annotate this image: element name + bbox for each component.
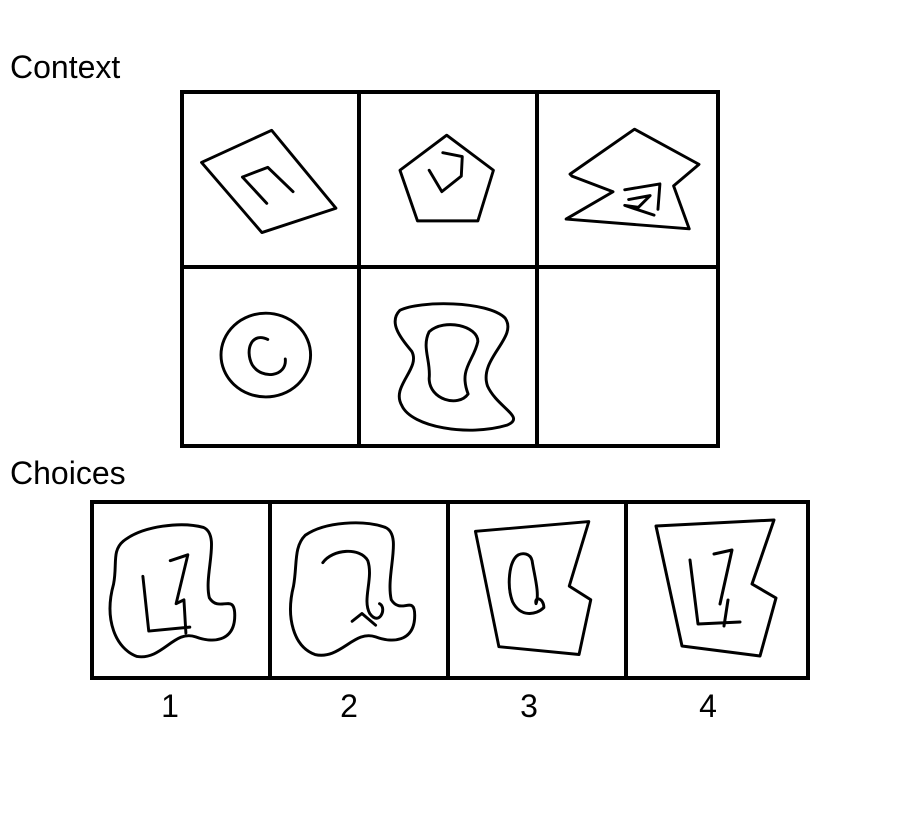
choice-2-label: 2: [340, 688, 358, 724]
context-cell-3: [538, 94, 716, 269]
context-cell-1: [184, 94, 362, 269]
choice-cell-3[interactable]: [450, 504, 628, 676]
choice-1-label: 1: [161, 688, 179, 724]
pentagon-with-hook-shape: [398, 133, 496, 223]
blob-with-inner-blob-shape: [394, 302, 516, 432]
choice-cell-1[interactable]: [94, 504, 272, 676]
choice-cell-4[interactable]: [628, 504, 806, 676]
choice-cell-2[interactable]: [272, 504, 450, 676]
context-grid: [180, 90, 720, 448]
diamond-with-bracket-shape: [200, 128, 338, 235]
choices-heading: Choices: [10, 455, 126, 491]
context-cell-4: [184, 269, 362, 444]
choice-4-label: 4: [699, 688, 717, 724]
choice-2-shape: [289, 521, 417, 657]
choice-4-shape: [654, 518, 778, 658]
choice-3-shape: [473, 520, 593, 656]
circle-with-curl-shape: [219, 311, 313, 399]
choices-grid: [90, 500, 810, 680]
zigzag-polygon-shape: [564, 127, 701, 231]
context-cell-empty: [539, 269, 716, 444]
choice-3-label: 3: [520, 688, 538, 724]
choice-1-shape: [108, 523, 237, 659]
context-cell-5: [361, 269, 539, 444]
context-heading: Context: [10, 49, 121, 85]
context-cell-2: [361, 94, 539, 269]
